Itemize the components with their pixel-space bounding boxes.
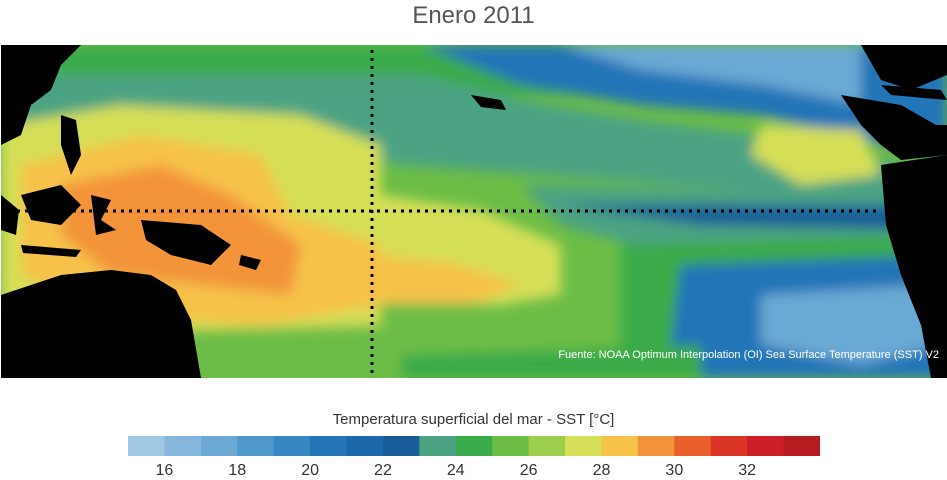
colorbar-tick-label: 30 — [665, 462, 683, 480]
colorbar-label: Temperatura superficial del mar - SST [°… — [0, 411, 947, 428]
colorbar-segment — [784, 436, 820, 456]
colorbar-tick-label: 28 — [593, 462, 611, 480]
colorbar-segment — [638, 436, 675, 456]
colorbar-tick-label: 24 — [447, 462, 465, 480]
colorbar-segment — [565, 436, 602, 456]
colorbar-segment — [310, 436, 347, 456]
colorbar-tick-label: 32 — [738, 462, 756, 480]
map-title: Enero 2011 — [0, 2, 947, 30]
colorbar-tick-label: 18 — [228, 462, 246, 480]
colorbar — [128, 436, 820, 456]
colorbar-segment — [237, 436, 274, 456]
colorbar-segment — [128, 436, 165, 456]
colorbar-ticks: 16 18 20 22 24 26 28 30 32 — [0, 458, 947, 480]
colorbar-segment — [347, 436, 384, 456]
colorbar-segment — [674, 436, 711, 456]
colorbar-segment — [529, 436, 566, 456]
colorbar-segment — [383, 436, 420, 456]
colorbar-tick-label: 16 — [156, 462, 174, 480]
colorbar-segment — [711, 436, 748, 456]
colorbar-segment — [419, 436, 456, 456]
source-note: Fuente: NOAA Optimum Interpolation (OI) … — [558, 349, 939, 361]
colorbar-segment — [164, 436, 201, 456]
colorbar-tick-label: 26 — [520, 462, 538, 480]
sst-map — [1, 45, 947, 378]
colorbar-segment — [274, 436, 311, 456]
colorbar-segment — [747, 436, 784, 456]
colorbar-segment — [201, 436, 238, 456]
colorbar-segment — [456, 436, 493, 456]
colorbar-tick-label: 20 — [301, 462, 319, 480]
colorbar-segment — [601, 436, 638, 456]
colorbar-segment — [492, 436, 529, 456]
colorbar-tick-label: 22 — [374, 462, 392, 480]
